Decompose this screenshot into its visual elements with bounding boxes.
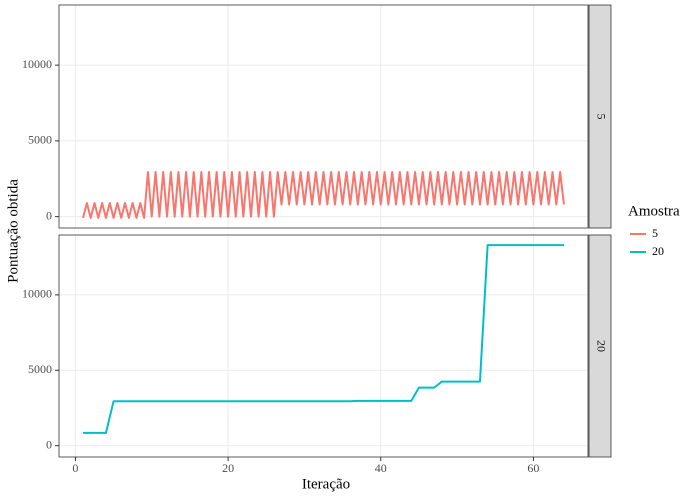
legend-title: Amostra	[628, 203, 680, 219]
y-tick-label: 0	[46, 437, 52, 451]
series-line	[83, 244, 564, 434]
y-tick-label: 5000	[28, 362, 52, 376]
facet-strip	[588, 234, 612, 458]
x-tick-label: 60	[527, 461, 539, 475]
facet-label: 20	[594, 340, 608, 352]
y-tick-label: 10000	[22, 287, 52, 301]
facet-strip	[588, 4, 612, 229]
panel-border	[58, 234, 589, 458]
facet-label: 5	[594, 114, 608, 120]
x-tick-label: 20	[222, 461, 234, 475]
series-line	[82, 170, 565, 219]
y-tick-label: 10000	[22, 57, 52, 71]
y-tick-label: 5000	[28, 133, 52, 147]
y-axis-title: Pontuação obtida	[5, 179, 21, 283]
legend-label: 20	[652, 244, 664, 258]
legend-label: 5	[652, 226, 658, 240]
panel-border	[58, 4, 589, 229]
x-axis-title: Iteração	[302, 476, 350, 492]
x-tick-label: 0	[72, 461, 78, 475]
y-tick-label: 0	[46, 208, 52, 222]
x-tick-label: 40	[375, 461, 387, 475]
